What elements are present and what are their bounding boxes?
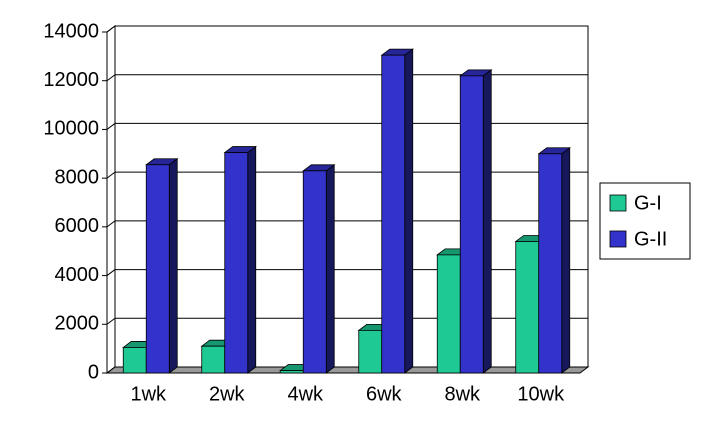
bar: [436, 254, 461, 374]
bar-side: [168, 157, 178, 374]
grid-line: [106, 25, 116, 33]
bar-side: [482, 69, 492, 374]
y-tick-label: 0: [88, 361, 99, 383]
bar-side: [561, 146, 571, 374]
grid-line: [106, 366, 116, 374]
y-tick-label: 4000: [55, 264, 100, 286]
grid-line: [106, 123, 116, 130]
bar: [538, 153, 563, 374]
bar: [201, 345, 226, 374]
x-tick-label: 2wk: [209, 383, 246, 405]
y-tick-label: 8000: [55, 166, 100, 188]
y-tick-label: 10000: [43, 118, 99, 140]
grid-line: [106, 74, 116, 82]
bar-side: [404, 48, 414, 374]
legend-swatch: [609, 194, 627, 212]
legend-swatch: [609, 230, 627, 248]
grid-line: [106, 269, 116, 276]
legend-label: G-II: [634, 228, 667, 250]
x-tick-label: 6wk: [366, 383, 403, 405]
y-tick-label: 12000: [43, 69, 99, 91]
legend-label: G-I: [634, 192, 662, 214]
x-tick-label: 4wk: [287, 383, 324, 405]
bar: [459, 75, 484, 374]
bar: [358, 329, 383, 374]
bar: [122, 347, 147, 374]
y-tick-label: 14000: [43, 20, 99, 42]
x-tick-label: 10wk: [517, 383, 565, 405]
bar: [302, 170, 327, 374]
grid-line: [106, 171, 116, 179]
bar: [145, 164, 170, 374]
bar: [279, 370, 304, 374]
bar-side: [325, 164, 335, 374]
bar: [224, 152, 249, 374]
x-tick-label: 8wk: [444, 383, 481, 405]
y-tick-label: 6000: [55, 215, 100, 237]
bar: [381, 54, 406, 374]
bar: [515, 241, 540, 374]
bar-side: [247, 145, 257, 374]
y-tick-label: 2000: [55, 313, 100, 335]
grid-line: [106, 317, 116, 325]
grid-line: [106, 220, 116, 228]
x-tick-label: 1wk: [130, 383, 167, 405]
